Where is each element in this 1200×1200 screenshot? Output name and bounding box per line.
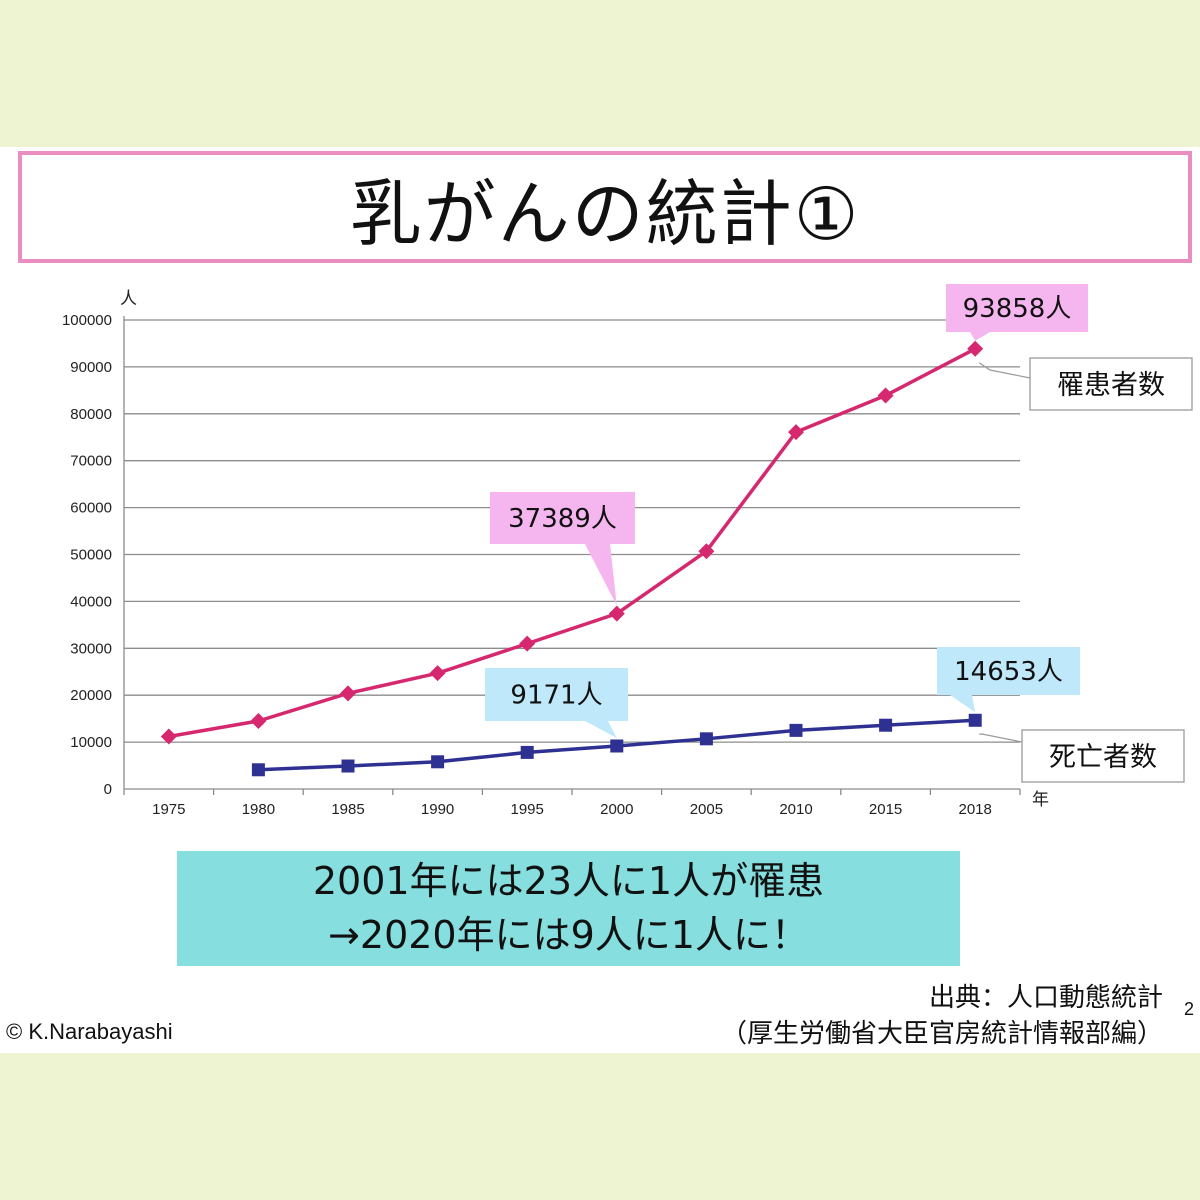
page-number: 2 xyxy=(1183,999,1194,1019)
x-tick-label: 1975 xyxy=(152,801,185,818)
x-unit-label: 年 xyxy=(1032,790,1049,810)
data-point xyxy=(879,718,893,732)
y-tick-label: 90000 xyxy=(70,359,112,376)
value-callout: 37389人 xyxy=(490,492,635,606)
callout-pointer xyxy=(585,721,617,738)
callout-box xyxy=(490,492,635,544)
callout-box xyxy=(937,647,1080,695)
data-point xyxy=(968,713,982,727)
value-callout: 14653人 xyxy=(937,647,1080,713)
line-chart: 0 10000 20000 30000 40000 50000 60000 70000 8000… xyxy=(62,284,1193,818)
series-label-text: 罹患者数 xyxy=(1057,370,1165,401)
x-tick-label: 1985 xyxy=(331,801,364,818)
y-tick-label: 40000 xyxy=(70,593,112,610)
series-label-box xyxy=(1021,729,1185,783)
data-point xyxy=(698,543,715,560)
y-tick-label: 30000 xyxy=(70,640,112,657)
x-tick-label: 2018 xyxy=(959,801,992,818)
callout-box xyxy=(946,284,1088,332)
data-point xyxy=(967,340,984,357)
x-tick-label: 2005 xyxy=(690,801,723,818)
y-tick-label: 60000 xyxy=(70,500,112,517)
key-message-line-1: 2001年には23人に1人が罹患 xyxy=(312,859,825,904)
data-point xyxy=(340,685,356,702)
source-line-2: （厚生労働省大臣官房統計情報部編） xyxy=(720,1019,1163,1049)
value-callout: 9171人 xyxy=(485,668,628,738)
data-point xyxy=(519,635,536,652)
callout-box xyxy=(485,668,628,721)
data-point xyxy=(160,728,177,745)
callout-pointer xyxy=(970,332,990,341)
x-tick-label: 1990 xyxy=(421,801,454,818)
y-tick-label: 100000 xyxy=(62,312,112,329)
callout-label: 14653人 xyxy=(954,657,1063,687)
series-label-leader xyxy=(978,362,1031,379)
slide: 乳がんの統計① 0 10000 20000 30000 40000 50000 60000 7… xyxy=(0,147,1200,1053)
x-tick-label: 1995 xyxy=(511,801,544,818)
title-box: 乳がんの統計① xyxy=(18,151,1192,263)
callout-label: 9171人 xyxy=(510,681,602,711)
x-tick-label: 1980 xyxy=(242,801,275,818)
y-tick-label: 50000 xyxy=(70,547,112,564)
series-label-text: 死亡者数 xyxy=(1049,742,1157,773)
key-message-box: 2001年には23人に1人が罹患 →2020年には9人に1人に！ xyxy=(177,851,960,966)
callout-label: 37389人 xyxy=(508,504,617,534)
source-line-1: 出典：人口動態統計 xyxy=(928,983,1163,1013)
y-tick-label: 70000 xyxy=(70,453,112,470)
copyright: © K.Narabayashi xyxy=(6,1019,173,1044)
data-point xyxy=(520,745,534,759)
data-point xyxy=(429,665,446,682)
slide-title: 乳がんの統計① xyxy=(349,171,861,256)
callout-pointer xyxy=(585,544,617,606)
series-label-box xyxy=(1029,357,1193,411)
value-callout: 93858人 xyxy=(946,284,1088,341)
callout-pointer xyxy=(950,695,976,713)
series-line-0 xyxy=(168,347,977,739)
callout-label: 93858人 xyxy=(963,294,1072,324)
key-message-line-2: →2020年には9人に1人に！ xyxy=(328,912,809,957)
series-label-0: 罹患者数 xyxy=(978,357,1193,411)
y-tick-label: 80000 xyxy=(70,406,112,423)
data-point xyxy=(877,387,894,404)
data-point xyxy=(788,424,804,441)
y-tick-label: 0 xyxy=(104,781,112,798)
data-point xyxy=(608,605,625,622)
series-label-leader xyxy=(979,733,1023,743)
series-label-1: 死亡者数 xyxy=(979,729,1185,783)
data-point xyxy=(251,763,265,777)
x-tick-label: 2010 xyxy=(779,801,812,818)
x-tick-label: 2000 xyxy=(600,801,633,818)
data-point xyxy=(431,755,445,769)
y-tick-label: 20000 xyxy=(70,687,112,704)
x-tick-label: 2015 xyxy=(869,801,902,818)
y-unit-label: 人 xyxy=(120,289,137,309)
data-point xyxy=(610,739,624,753)
data-point xyxy=(250,712,267,729)
data-point xyxy=(789,723,803,737)
data-point xyxy=(699,732,713,746)
data-point xyxy=(341,759,355,773)
y-tick-label: 10000 xyxy=(70,734,112,751)
